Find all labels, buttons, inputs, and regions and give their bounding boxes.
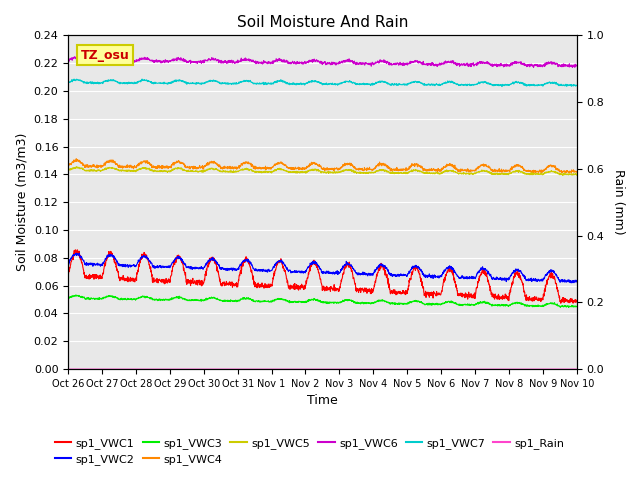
sp1_VWC7 [64,80,72,85]
sp1_VWC2 [573,278,580,284]
sp1_VWC4 [568,170,575,176]
sp1_VWC2 [526,277,534,283]
sp1_VWC2 [446,264,454,269]
sp1_VWC5 [573,172,580,178]
sp1_VWC3 [526,303,534,309]
sp1_VWC7 [296,80,304,86]
sp1_Rain [511,366,518,372]
sp1_VWC7 [573,83,580,88]
sp1_VWC6 [446,60,454,65]
sp1_VWC2 [64,260,72,266]
sp1_VWC1 [446,269,454,275]
sp1_VWC3 [350,300,358,306]
sp1_VWC3 [573,304,580,310]
sp1_VWC5 [573,171,580,177]
sp1_VWC2 [72,250,80,256]
sp1_VWC5 [559,173,566,179]
sp1_VWC6 [573,62,580,68]
sp1_VWC5 [511,169,519,175]
sp1_VWC6 [511,59,519,64]
sp1_VWC7 [446,79,454,84]
sp1_VWC7 [511,79,519,85]
sp1_Rain [525,366,533,372]
sp1_Rain [572,366,580,372]
sp1_Rain [350,366,358,372]
Legend: sp1_VWC1, sp1_VWC2, sp1_VWC3, sp1_VWC4, sp1_VWC5, sp1_VWC6, sp1_VWC7, sp1_Rain: sp1_VWC1, sp1_VWC2, sp1_VWC3, sp1_VWC4, … [51,433,569,469]
sp1_VWC6 [64,56,72,62]
sp1_VWC6 [350,60,358,65]
sp1_VWC1 [526,296,534,301]
sp1_VWC4 [72,156,80,162]
sp1_VWC6 [296,60,304,66]
sp1_VWC6 [526,62,534,68]
sp1_VWC3 [446,300,454,306]
sp1_VWC7 [498,84,506,89]
sp1_VWC6 [573,63,580,69]
sp1_VWC1 [350,276,358,282]
sp1_VWC3 [557,304,564,310]
sp1_Rain [64,366,72,372]
sp1_VWC2 [511,267,519,273]
sp1_VWC3 [573,304,580,310]
sp1_VWC4 [64,163,72,168]
sp1_VWC5 [526,171,534,177]
Line: sp1_VWC1: sp1_VWC1 [68,250,577,303]
sp1_VWC5 [446,168,454,173]
Line: sp1_VWC5: sp1_VWC5 [68,167,577,176]
sp1_VWC4 [446,161,454,167]
sp1_VWC2 [296,268,304,274]
sp1_VWC5 [73,164,81,170]
Line: sp1_VWC4: sp1_VWC4 [68,159,577,173]
sp1_VWC4 [296,166,304,171]
Line: sp1_VWC2: sp1_VWC2 [68,253,577,283]
sp1_VWC1 [296,286,304,292]
sp1_VWC7 [350,80,358,85]
sp1_VWC4 [573,169,580,175]
sp1_Rain [573,366,580,372]
sp1_VWC5 [350,168,358,174]
sp1_VWC6 [568,64,576,70]
sp1_VWC1 [511,274,519,279]
sp1_VWC7 [573,83,580,88]
sp1_VWC4 [350,164,358,169]
sp1_VWC3 [72,292,79,298]
sp1_VWC1 [72,247,79,252]
sp1_VWC3 [296,299,304,304]
sp1_VWC2 [573,277,580,283]
Y-axis label: Rain (mm): Rain (mm) [612,169,625,235]
Line: sp1_VWC3: sp1_VWC3 [68,295,577,307]
sp1_VWC3 [64,295,72,300]
sp1_VWC1 [573,298,580,303]
Y-axis label: Soil Moisture (m3/m3): Soil Moisture (m3/m3) [15,133,28,271]
sp1_VWC4 [573,168,580,174]
sp1_VWC7 [73,76,81,82]
sp1_VWC1 [64,271,72,276]
sp1_VWC3 [511,300,519,306]
sp1_VWC1 [573,299,580,305]
sp1_VWC4 [526,168,534,174]
sp1_VWC5 [296,169,304,175]
sp1_VWC2 [567,280,575,286]
Line: sp1_VWC6: sp1_VWC6 [68,56,577,67]
sp1_Rain [446,366,454,372]
sp1_VWC5 [64,167,72,173]
sp1_Rain [296,366,304,372]
sp1_VWC7 [526,82,534,87]
X-axis label: Time: Time [307,395,338,408]
Line: sp1_VWC7: sp1_VWC7 [68,79,577,86]
sp1_VWC6 [105,53,113,59]
Title: Soil Moisture And Rain: Soil Moisture And Rain [237,15,408,30]
sp1_VWC2 [350,267,358,273]
sp1_VWC1 [557,300,564,306]
sp1_VWC4 [511,162,519,168]
Text: TZ_osu: TZ_osu [81,48,130,62]
